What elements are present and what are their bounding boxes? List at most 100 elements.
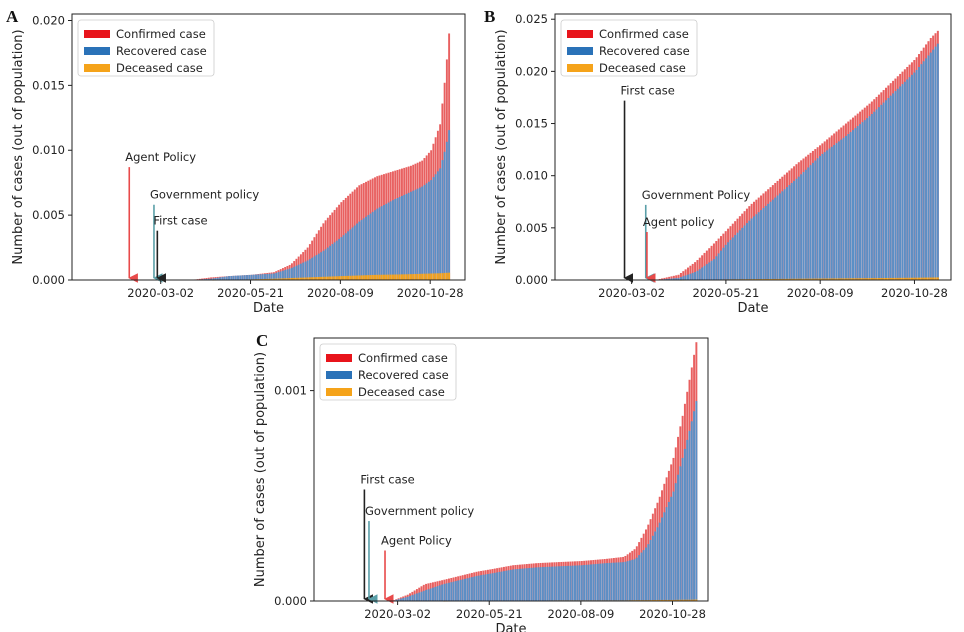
- annotation-label: Agent Policy: [381, 534, 452, 548]
- bar-recovered: [248, 274, 251, 280]
- bar-recovered: [819, 155, 822, 280]
- bar-deceased: [371, 274, 374, 280]
- bar-recovered: [416, 188, 419, 280]
- bar-recovered: [675, 278, 678, 280]
- bar-recovered: [635, 557, 638, 601]
- bar-recovered: [774, 197, 777, 280]
- bar-deceased: [870, 278, 873, 280]
- bar-recovered: [771, 199, 774, 280]
- bar-deceased: [915, 277, 918, 280]
- bar-deceased: [304, 277, 307, 280]
- legend-swatch: [567, 47, 593, 55]
- bar-recovered: [795, 178, 798, 280]
- bar-recovered: [399, 598, 402, 601]
- bar-recovered: [596, 563, 599, 601]
- plot-frame: [554, 13, 952, 281]
- bar-recovered: [486, 574, 489, 601]
- bar-deceased: [819, 278, 822, 280]
- bar-deceased: [837, 278, 840, 280]
- bar-recovered: [569, 565, 572, 601]
- bar-recovered: [329, 245, 332, 280]
- bar-deceased: [809, 278, 812, 280]
- bar-deceased: [284, 278, 287, 280]
- bar-deceased: [936, 277, 939, 280]
- bar-recovered: [443, 583, 446, 601]
- bar-recovered: [389, 201, 392, 280]
- bar-recovered: [409, 595, 412, 601]
- bar-deceased: [329, 276, 332, 280]
- bar-confirmed: [689, 265, 692, 280]
- bar-deceased: [331, 276, 334, 280]
- bar-deceased: [769, 278, 772, 280]
- bar-confirmed: [694, 262, 697, 280]
- bar-recovered: [344, 233, 347, 280]
- bar-recovered: [828, 148, 831, 280]
- bar-recovered: [371, 211, 374, 280]
- bar-recovered: [544, 566, 547, 601]
- bar-recovered: [340, 237, 343, 280]
- bar-recovered: [896, 88, 899, 280]
- bar-recovered: [681, 457, 684, 601]
- panel-letter: B: [484, 7, 495, 26]
- bar-deceased: [394, 274, 397, 280]
- bar-recovered: [383, 205, 385, 280]
- bar-recovered: [219, 277, 222, 280]
- bar-deceased: [311, 277, 314, 280]
- bar-recovered: [708, 262, 711, 280]
- bar-recovered: [679, 466, 682, 601]
- bar-recovered: [360, 219, 363, 280]
- x-tick-label: 2020-03-02: [598, 286, 665, 300]
- legend-box: [319, 343, 457, 401]
- bar-recovered: [322, 250, 325, 280]
- bar-recovered: [724, 244, 727, 280]
- bar-recovered: [603, 563, 606, 601]
- bar-recovered: [859, 124, 862, 280]
- x-tick-label: 2020-10-28: [881, 286, 948, 300]
- bar-recovered: [804, 169, 807, 280]
- bar-recovered: [668, 278, 671, 280]
- panel-letter: A: [6, 7, 19, 26]
- bar-deceased: [448, 272, 451, 280]
- bar-recovered: [519, 568, 521, 601]
- bar-deceased: [378, 274, 381, 280]
- bar-deceased: [793, 278, 796, 280]
- bar-recovered: [257, 274, 260, 280]
- bar-recovered: [275, 272, 278, 280]
- bar-recovered: [920, 64, 923, 280]
- bar-recovered: [374, 210, 376, 280]
- x-tick-label: 2020-05-21: [456, 607, 523, 621]
- bar-deceased: [349, 275, 352, 280]
- bar-recovered: [516, 569, 519, 601]
- bar-deceased: [385, 274, 388, 280]
- bar-recovered: [587, 564, 590, 601]
- bar-deceased: [804, 278, 807, 280]
- bar-recovered: [514, 569, 517, 601]
- y-tick-label: 0.000: [515, 273, 548, 287]
- bar-recovered: [362, 218, 365, 280]
- bar-recovered: [266, 273, 269, 280]
- bar-deceased: [899, 277, 902, 280]
- bar-recovered: [833, 144, 836, 280]
- bar-recovered: [762, 208, 765, 280]
- bar-recovered: [800, 174, 803, 280]
- bar-recovered: [331, 244, 334, 280]
- bar-recovered: [369, 213, 372, 280]
- y-tick-label: 0.015: [32, 78, 65, 92]
- bar-recovered: [335, 240, 338, 280]
- bar-recovered: [425, 590, 428, 601]
- bar-confirmed: [661, 278, 664, 280]
- bar-recovered: [578, 565, 581, 601]
- bar-confirmed: [658, 278, 661, 280]
- bar-recovered: [743, 225, 746, 280]
- bar-deceased: [835, 278, 838, 280]
- bar-recovered: [392, 200, 394, 280]
- bar-recovered: [378, 207, 381, 280]
- x-tick-label: 2020-10-28: [397, 286, 464, 300]
- bar-recovered: [727, 242, 730, 280]
- bar-deceased: [387, 274, 390, 280]
- bar-recovered: [528, 568, 531, 601]
- bar-recovered: [594, 564, 597, 601]
- bar-recovered: [259, 274, 262, 280]
- bar-recovered: [406, 596, 409, 601]
- legend-swatch: [84, 47, 110, 55]
